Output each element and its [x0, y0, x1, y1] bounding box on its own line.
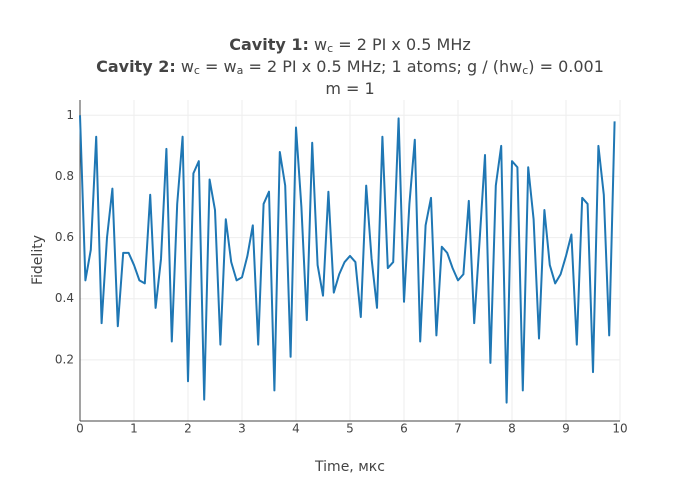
title-segment: = w [200, 57, 237, 76]
y-tick-label: 1 [66, 108, 74, 122]
x-tick-label: 1 [130, 422, 138, 436]
title-segment: a [237, 64, 244, 77]
title-segment: = 2 PI x 0.5 MHz [333, 35, 471, 54]
title-segment: w [176, 57, 194, 76]
title-segment: Cavity 1: [229, 35, 309, 54]
title-segment: c [522, 64, 528, 77]
x-tick-label: 2 [184, 422, 192, 436]
y-tick-label: 0.4 [55, 291, 74, 305]
y-tick-label: 0.8 [55, 169, 74, 183]
x-tick-label: 5 [346, 422, 354, 436]
y-tick-label: 0.2 [55, 352, 74, 366]
x-tick-label: 8 [508, 422, 516, 436]
x-tick-label: 6 [400, 422, 408, 436]
title-segment: c [194, 64, 200, 77]
chart-title: Cavity 1: wc = 2 PI x 0.5 MHz [229, 35, 471, 56]
x-tick-label: 10 [612, 422, 627, 436]
chart-title: m = 1 [325, 79, 374, 98]
title-segment: c [327, 42, 333, 55]
title-segment: = 2 PI x 0.5 MHz; 1 atoms; g / (hw [243, 57, 522, 76]
x-tick-label: 3 [238, 422, 246, 436]
y-axis-title: Fidelity [30, 235, 46, 285]
data-line [79, 115, 616, 404]
y-tick-label: 0.6 [55, 230, 74, 244]
chart-title: Cavity 2: wc = wa = 2 PI x 0.5 MHz; 1 at… [96, 57, 604, 78]
x-tick-label: 9 [562, 422, 570, 436]
x-tick-label: 0 [76, 422, 84, 436]
title-segment: Cavity 2: [96, 57, 176, 76]
x-tick-label: 7 [454, 422, 462, 436]
title-segment: w [309, 35, 327, 54]
title-segment: ) = 0.001 [528, 57, 604, 76]
x-tick-label: 4 [292, 422, 300, 436]
title-segment: m = 1 [325, 79, 374, 98]
x-axis-title: Time, мкс [314, 459, 385, 475]
